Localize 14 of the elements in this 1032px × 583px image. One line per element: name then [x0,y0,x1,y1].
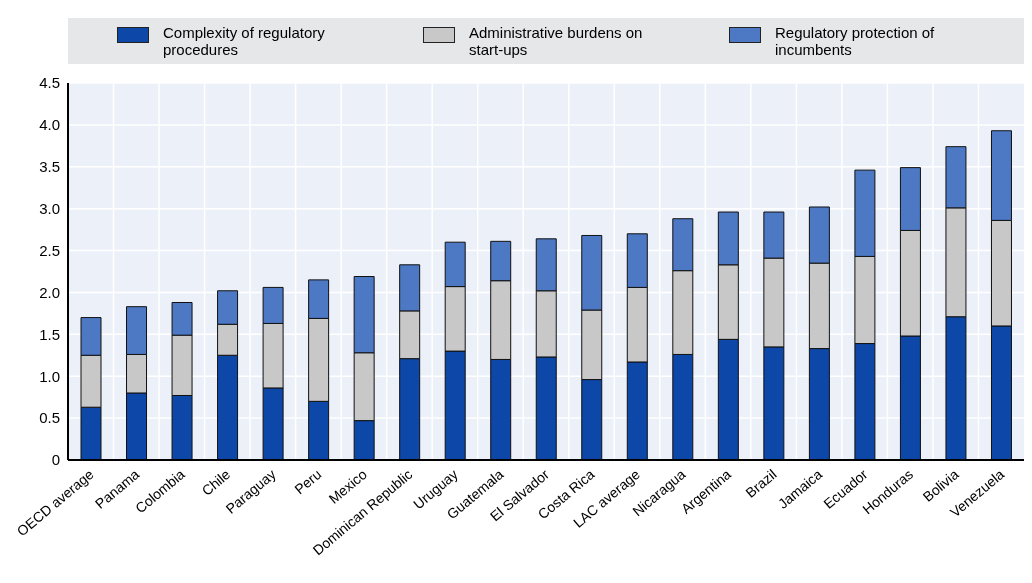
y-tick-label: 4.0 [39,116,60,134]
x-tick-label: Peru [291,466,325,498]
y-tick-label: 2.5 [39,241,60,259]
y-tick-label: 3.0 [39,199,60,217]
y-tick-label: 3.5 [39,158,60,176]
y-tick-label: 2.0 [39,283,60,301]
legend-label: Administrative burdens on start-ups [469,24,644,58]
y-tick-label: 4.5 [39,74,60,92]
y-tick-label: 1.5 [39,325,60,343]
y-tick-label: 1.0 [39,367,60,385]
y-tick-label: 0 [51,451,60,469]
legend-label: Complexity of regulatory procedures [163,24,326,58]
y-tick-label: 0.5 [39,409,60,427]
legend-label: Regulatory protection of incumbents [775,24,936,58]
